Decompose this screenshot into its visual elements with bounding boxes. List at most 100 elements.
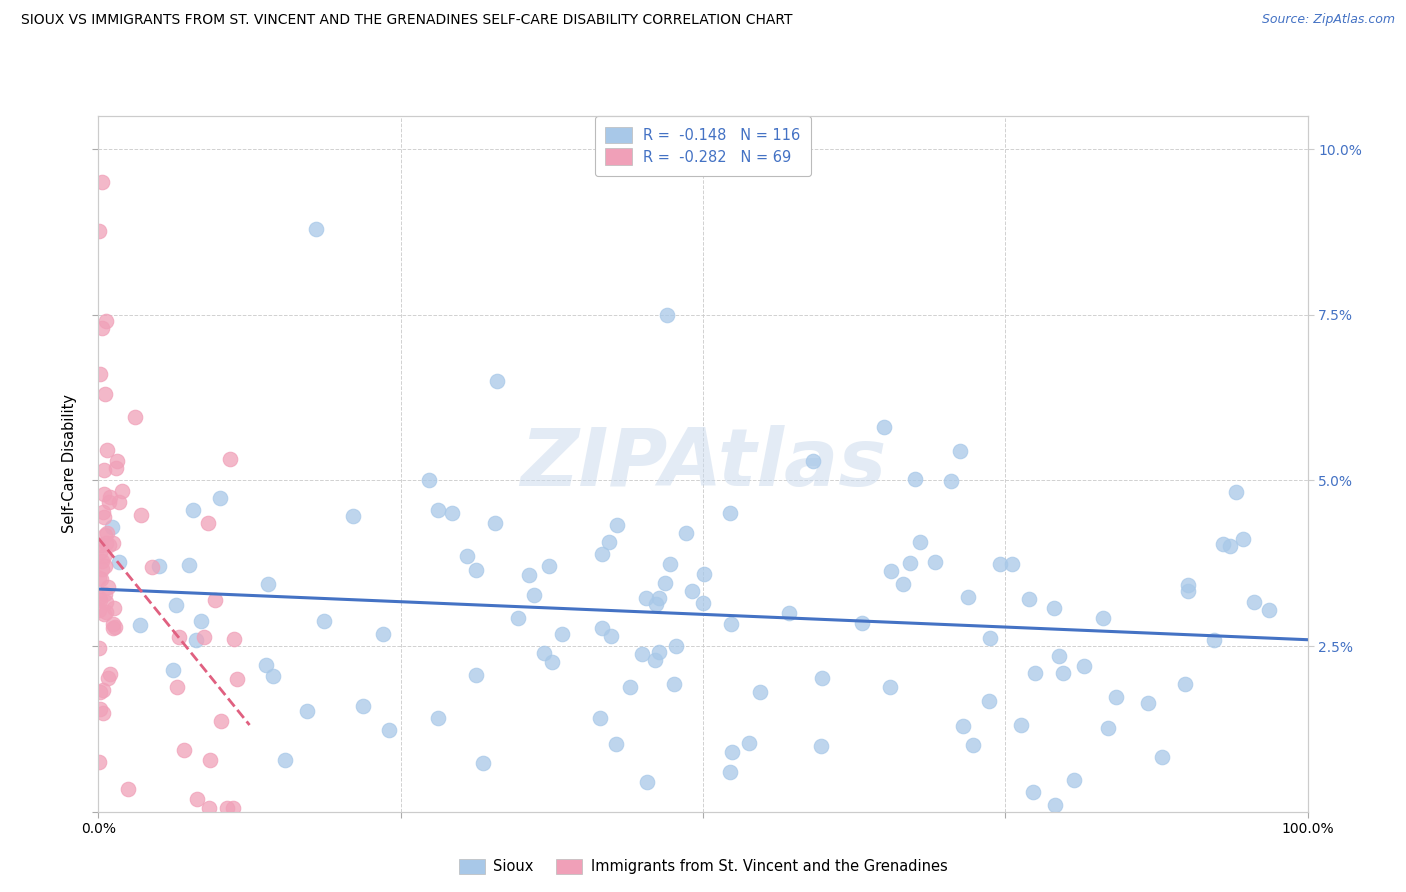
Point: [98, 666, 121, 681]
Point: [471, 756, 494, 771]
Point: [98, 490, 121, 504]
Point: [89, 684, 111, 698]
Point: [654, 576, 676, 591]
Point: [314, 614, 336, 628]
Point: [952, 719, 974, 733]
Point: [486, 374, 509, 388]
Point: [1177, 584, 1199, 599]
Point: [104, 620, 127, 634]
Point: [129, 508, 152, 523]
Point: [89, 545, 111, 559]
Point: [166, 680, 188, 694]
Point: [540, 655, 562, 669]
Point: [939, 474, 962, 488]
Point: [655, 308, 678, 322]
Point: [167, 630, 190, 644]
Point: [93, 463, 115, 477]
Point: [198, 801, 221, 815]
Point: [208, 491, 231, 506]
Point: [1232, 532, 1254, 546]
Point: [209, 714, 232, 728]
Point: [681, 584, 703, 599]
Point: [440, 506, 463, 520]
Point: [193, 630, 215, 644]
Point: [692, 596, 714, 610]
Point: [718, 506, 741, 520]
Point: [96, 526, 118, 541]
Point: [295, 704, 318, 718]
Point: [659, 558, 682, 572]
Point: [177, 558, 200, 572]
Point: [91, 175, 114, 189]
Point: [904, 472, 927, 486]
Point: [94, 558, 117, 573]
Point: [589, 711, 612, 725]
Point: [1073, 659, 1095, 673]
Point: [891, 577, 914, 591]
Point: [103, 536, 125, 550]
Point: [97, 580, 120, 594]
Point: [1092, 611, 1115, 625]
Point: [224, 632, 246, 646]
Point: [90, 553, 112, 567]
Point: [1010, 718, 1032, 732]
Point: [636, 591, 658, 605]
Point: [675, 526, 697, 541]
Point: [94, 587, 117, 601]
Point: [908, 535, 931, 549]
Point: [93, 486, 115, 500]
Legend: R =  -0.148   N = 116, R =  -0.282   N = 69: R = -0.148 N = 116, R = -0.282 N = 69: [595, 116, 811, 176]
Point: [96, 314, 118, 328]
Point: [173, 743, 195, 757]
Point: [90, 538, 112, 552]
Point: [124, 409, 146, 424]
Point: [648, 645, 671, 659]
Point: [96, 443, 118, 458]
Point: [97, 671, 120, 685]
Point: [898, 557, 921, 571]
Point: [664, 677, 686, 691]
Point: [305, 221, 328, 235]
Point: [181, 503, 204, 517]
Point: [105, 454, 128, 468]
Point: [352, 698, 374, 713]
Point: [129, 618, 152, 632]
Point: [962, 739, 984, 753]
Point: [108, 495, 131, 509]
Point: [1043, 600, 1066, 615]
Point: [506, 611, 529, 625]
Point: [108, 555, 131, 569]
Point: [87, 224, 110, 238]
Point: [87, 640, 110, 655]
Point: [93, 510, 115, 524]
Point: [94, 536, 117, 550]
Point: [636, 774, 658, 789]
Point: [645, 597, 668, 611]
Point: [630, 648, 652, 662]
Point: [90, 573, 112, 587]
Point: [89, 593, 111, 607]
Point: [1052, 666, 1074, 681]
Point: [606, 517, 628, 532]
Point: [749, 685, 772, 699]
Point: [523, 588, 546, 602]
Point: [101, 621, 124, 635]
Point: [200, 753, 222, 767]
Point: [1212, 537, 1234, 551]
Point: [222, 801, 245, 815]
Point: [1063, 772, 1085, 787]
Point: [605, 737, 627, 751]
Point: [1024, 666, 1046, 681]
Point: [1001, 557, 1024, 571]
Point: [91, 505, 114, 519]
Point: [94, 528, 117, 542]
Point: [274, 753, 297, 767]
Point: [1043, 798, 1066, 813]
Point: [141, 560, 163, 574]
Point: [117, 782, 139, 797]
Point: [190, 614, 212, 628]
Point: [644, 652, 666, 666]
Point: [218, 452, 240, 467]
Point: [1177, 578, 1199, 592]
Point: [162, 663, 184, 677]
